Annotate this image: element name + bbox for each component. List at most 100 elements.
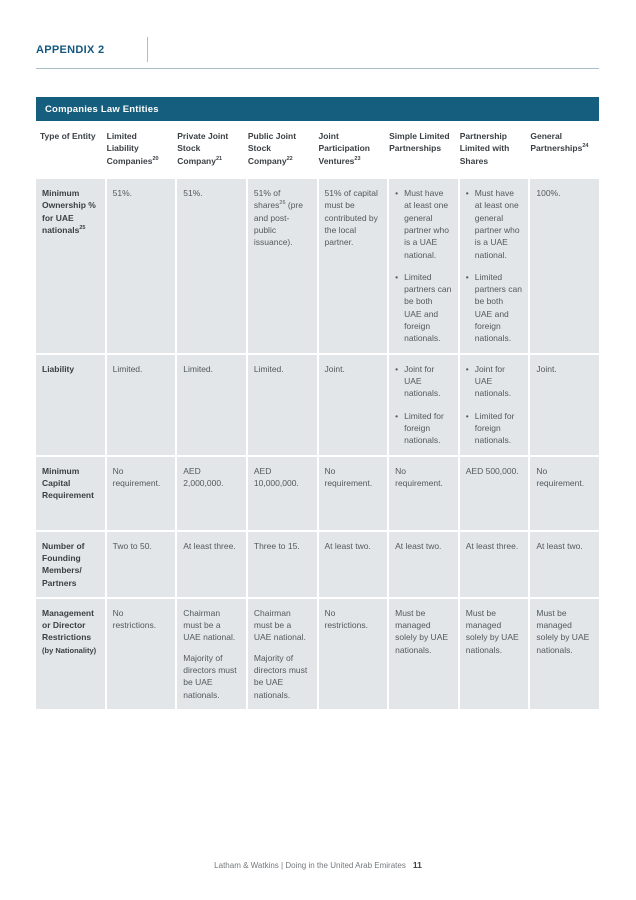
column-header: Partnership Limited with Shares bbox=[459, 123, 529, 177]
table-cell: No requirement. bbox=[106, 456, 176, 530]
bullet-icon: • bbox=[465, 187, 469, 198]
table-cell: • Must have at least one general partner … bbox=[389, 178, 458, 353]
table-banner-title: Companies Law Entities bbox=[45, 103, 159, 115]
table-cell: Limited. bbox=[247, 354, 317, 455]
table-cell: No requirement. bbox=[318, 456, 388, 530]
bullet-item: • Must have at least one general partner … bbox=[395, 187, 452, 261]
bullet-item: • Limited partners can be both UAE and fo… bbox=[466, 271, 523, 345]
table-cell: Must be managed solely by UAE nationals. bbox=[459, 598, 529, 709]
column-header: Simple Limited Partnerships bbox=[389, 123, 458, 177]
bullet-item: • Limited partners can be both UAE and fo… bbox=[395, 271, 452, 345]
footnote-marker: 20 bbox=[152, 155, 159, 162]
cell-paragraph: Chairman must be a UAE national. bbox=[253, 607, 306, 643]
table-cell: Three to 15. bbox=[247, 531, 317, 597]
table-cell: At least two. bbox=[530, 531, 599, 597]
table-cell: At least three. bbox=[177, 531, 246, 597]
cell-paragraph: Majority of directors must be UAE nation… bbox=[183, 652, 237, 700]
bullet-text: Joint for UAE nationals. bbox=[474, 363, 512, 399]
bullet-item: • Limited for foreign nationals. bbox=[395, 410, 452, 447]
appendix-header: APPENDIX 2 bbox=[36, 37, 599, 62]
bullet-icon: • bbox=[465, 271, 469, 282]
table-cell: 51%. bbox=[106, 178, 176, 353]
table-body: Minimum Ownership % for UAE nationals25 5… bbox=[36, 178, 599, 709]
table-cell: Must be managed solely by UAE nationals. bbox=[389, 598, 458, 709]
cell-paragraph: Chairman must be a UAE national. bbox=[183, 607, 236, 643]
table-row: Number of Founding Members/ Partners Two … bbox=[36, 531, 599, 597]
table-cell: No requirement. bbox=[530, 456, 599, 530]
row-label: Minimum Ownership % for UAE nationals25 bbox=[36, 178, 105, 353]
table-cell: 51% of shares26 (pre and post-public iss… bbox=[247, 178, 317, 353]
footnote-marker: 21 bbox=[215, 155, 223, 162]
table-cell: 51% of capital must be contributed by th… bbox=[318, 178, 388, 353]
table-cell: AED 500,000. bbox=[459, 456, 529, 530]
bullet-item: • Joint for UAE nationals. bbox=[395, 363, 452, 400]
page-footer: Latham & Watkins | Doing in the United A… bbox=[0, 860, 636, 870]
bullet-icon: • bbox=[395, 271, 399, 282]
header-row: Type of Entity Limited Liability Companie… bbox=[36, 123, 599, 177]
row-label: Management or Director Restrictions (by N… bbox=[36, 598, 105, 709]
table-row: Minimum Ownership % for UAE nationals25 5… bbox=[36, 178, 599, 353]
table-cell: Chairman must be a UAE national. Majority… bbox=[177, 598, 246, 709]
column-header: Type of Entity bbox=[36, 123, 105, 177]
companies-law-entities-table: Type of Entity Limited Liability Companie… bbox=[34, 121, 601, 711]
footnote-marker: 25 bbox=[79, 225, 86, 232]
bullet-text: Limited for foreign nationals. bbox=[474, 410, 515, 446]
table-cell: Limited. bbox=[177, 354, 246, 455]
table-cell: 51%. bbox=[177, 178, 246, 353]
table-cell: Must be managed solely by UAE nationals. bbox=[530, 598, 599, 709]
table-cell: At least two. bbox=[389, 531, 458, 597]
table-head: Type of Entity Limited Liability Companie… bbox=[36, 123, 599, 177]
footnote-marker: 22 bbox=[286, 155, 293, 162]
bullet-text: Limited partners can be both UAE and for… bbox=[404, 271, 452, 344]
header-vertical-divider bbox=[147, 37, 148, 62]
page-content: APPENDIX 2 Companies Law Entities Type o… bbox=[36, 0, 599, 711]
bullet-item: • Limited for foreign nationals. bbox=[466, 410, 523, 447]
table-cell: At least three. bbox=[459, 531, 529, 597]
footnote-marker: 24 bbox=[582, 143, 589, 150]
table-banner: Companies Law Entities bbox=[36, 97, 599, 121]
table-cell: • Joint for UAE nationals. • Limited for fo… bbox=[459, 354, 529, 455]
column-header: Public Joint Stock Company22 bbox=[247, 123, 317, 177]
bullet-text: Limited partners can be both UAE and for… bbox=[474, 271, 522, 344]
column-header: Limited Liability Companies20 bbox=[106, 123, 176, 177]
footer-text: Latham & Watkins | Doing in the United A… bbox=[214, 861, 406, 870]
table-cell: No restrictions. bbox=[106, 598, 176, 709]
bullet-icon: • bbox=[465, 410, 469, 421]
table-row: Minimum Capital Requirement No requiremen… bbox=[36, 456, 599, 530]
cell-paragraph: Majority of directors must be UAE nation… bbox=[253, 652, 308, 700]
row-label: Liability bbox=[36, 354, 105, 455]
row-label: Minimum Capital Requirement bbox=[36, 456, 105, 530]
table-cell: • Must have at least one general partner … bbox=[459, 178, 529, 353]
table-cell: Two to 50. bbox=[106, 531, 176, 597]
table-cell: No requirement. bbox=[389, 456, 458, 530]
table-row: Liability Limited. Limited. Limited. Joint. •… bbox=[36, 354, 599, 455]
table-cell: Joint. bbox=[530, 354, 599, 455]
table-cell: No restrictions. bbox=[318, 598, 388, 709]
footnote-marker: 26 bbox=[279, 200, 286, 207]
column-header: General Partnerships24 bbox=[530, 123, 599, 177]
table-cell: AED 10,000,000. bbox=[247, 456, 317, 530]
bullet-text: Limited for foreign nationals. bbox=[404, 410, 444, 446]
bullet-icon: • bbox=[395, 363, 399, 374]
table-row: Management or Director Restrictions (by N… bbox=[36, 598, 599, 709]
table-cell: • Joint for UAE nationals. • Limited for fo… bbox=[389, 354, 458, 455]
table-cell: AED 2,000,000. bbox=[177, 456, 246, 530]
row-label-subtext: (by Nationality) bbox=[42, 645, 97, 655]
column-header: Joint Participation Ventures23 bbox=[318, 123, 388, 177]
bullet-text: Must have at least one general partner w… bbox=[474, 187, 520, 260]
column-header: Private Joint Stock Company21 bbox=[177, 123, 246, 177]
table-cell: Chairman must be a UAE national. Majority… bbox=[247, 598, 317, 709]
page-number: 11 bbox=[412, 860, 422, 870]
header-rule bbox=[36, 68, 599, 69]
appendix-title: APPENDIX 2 bbox=[36, 44, 105, 56]
bullet-item: • Must have at least one general partner … bbox=[466, 187, 523, 261]
table-cell: At least two. bbox=[318, 531, 388, 597]
row-label: Number of Founding Members/ Partners bbox=[36, 531, 105, 597]
bullet-text: Joint for UAE nationals. bbox=[404, 363, 441, 399]
bullet-text: Must have at least one general partner w… bbox=[404, 187, 450, 260]
bullet-icon: • bbox=[395, 187, 399, 198]
table-cell: Limited. bbox=[106, 354, 176, 455]
table-cell: 100%. bbox=[530, 178, 599, 353]
table-cell: Joint. bbox=[318, 354, 388, 455]
